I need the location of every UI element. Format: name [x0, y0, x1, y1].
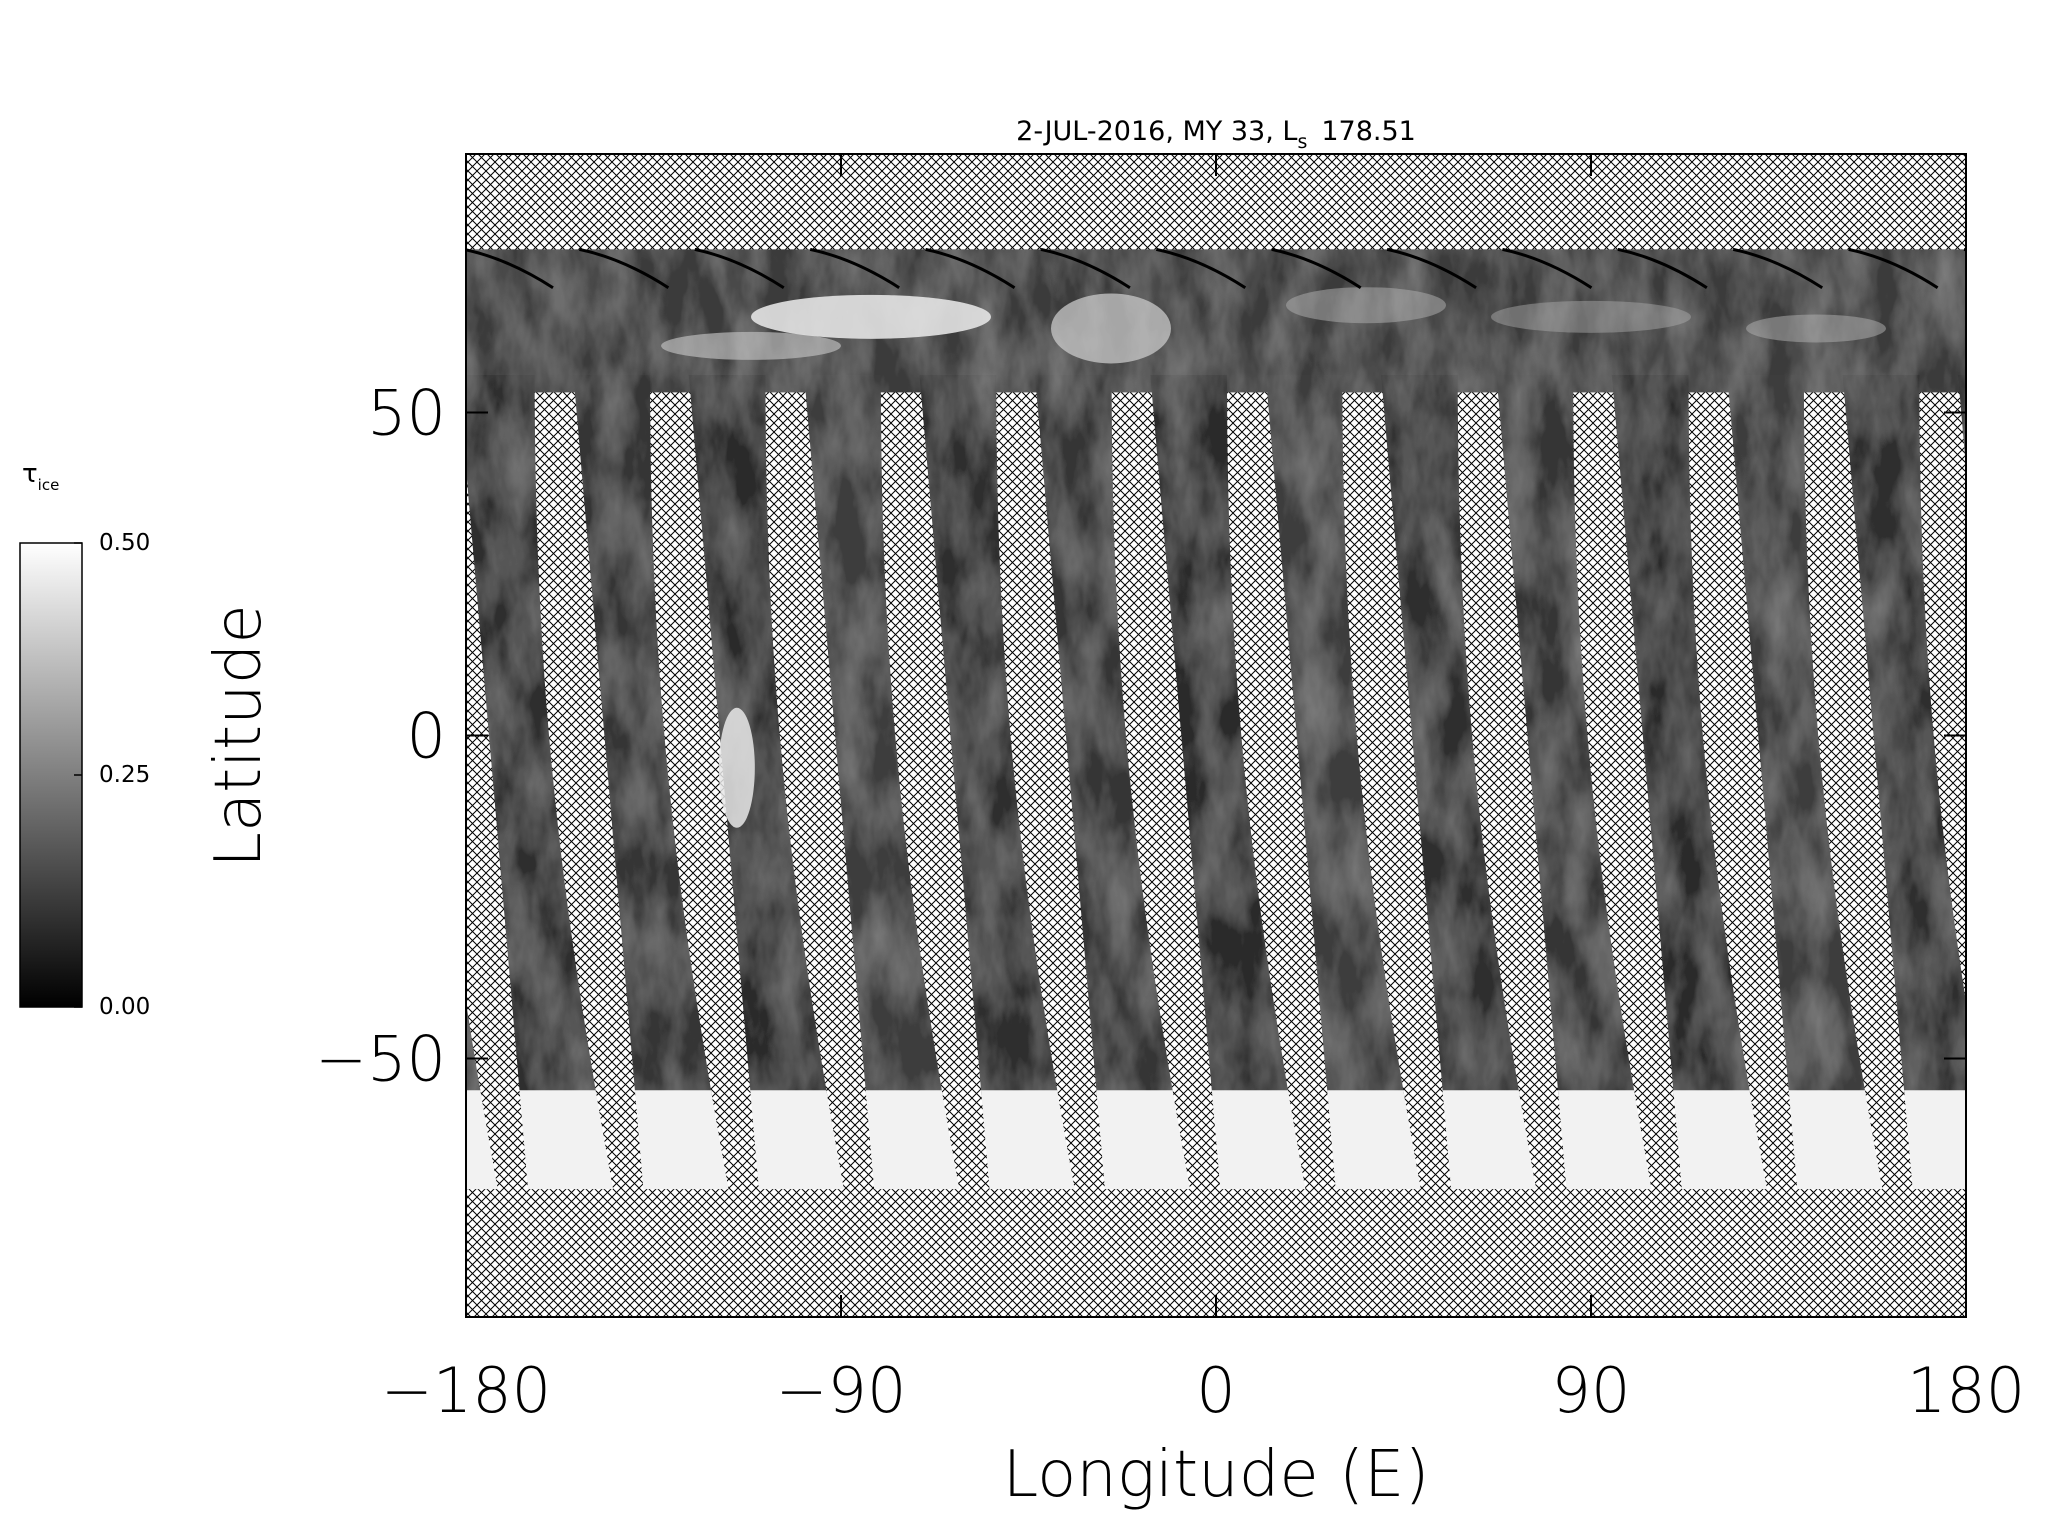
cloud [751, 294, 991, 339]
swath [804, 375, 943, 1096]
swath-edge [1155, 247, 1247, 290]
swath [466, 375, 597, 1096]
title-text: 2-JUL-2016, MY 33, L [1016, 116, 1297, 147]
swath [1381, 375, 1520, 1096]
north-band [466, 249, 1966, 393]
cloud [1491, 300, 1691, 333]
polar-cap [1442, 1090, 1537, 1190]
swath-edge [579, 247, 670, 290]
swath [919, 375, 1059, 1096]
y-tick-label: 0 [407, 700, 446, 773]
map-image [349, 154, 2048, 1317]
swath-edge [925, 247, 1016, 290]
cloud [718, 707, 755, 828]
polar-cap [865, 1090, 960, 1190]
colorbar-label: τice [22, 459, 59, 494]
polar-cap [1211, 1090, 1306, 1190]
swath-texture [466, 249, 1966, 1096]
swath [1150, 375, 1289, 1096]
swath-edge [349, 249, 438, 287]
polar-cap [1788, 1090, 1883, 1190]
colorbar-symbol: τ [22, 459, 38, 489]
swath [1496, 375, 1636, 1096]
swath-edge [1271, 247, 1362, 290]
polar-cap [1327, 1090, 1421, 1190]
swath [1611, 375, 1751, 1096]
colorbar-subscript: ice [38, 476, 60, 494]
swath-edge [466, 248, 554, 290]
polar-cap [750, 1090, 844, 1190]
x-tick-label: −90 [776, 1354, 907, 1427]
x-tick-label: 0 [1196, 1354, 1235, 1427]
swath-edge [1040, 247, 1131, 290]
polar-cap [1673, 1090, 1767, 1190]
polar-cap [634, 1090, 729, 1190]
swath [573, 375, 712, 1096]
x-tick-label: −180 [381, 1354, 551, 1427]
y-axis-label: Latitude [202, 604, 276, 867]
swath [466, 1001, 482, 1096]
swath [1958, 375, 1966, 468]
y-tick-label: −50 [315, 1023, 446, 1096]
polar-cap [1558, 1090, 1652, 1190]
y-tick-label: 50 [367, 376, 446, 449]
polar-cap [981, 1090, 1075, 1190]
swath-edge [1732, 247, 1824, 290]
cloud [1051, 293, 1171, 364]
cloud [1746, 314, 1886, 343]
swath-edge [1617, 247, 1708, 290]
polar-cap [1096, 1090, 1191, 1190]
cloud [661, 331, 841, 360]
colorbar [19, 542, 83, 1008]
swath-edge [1502, 247, 1593, 290]
colorbar-tick-label: 0.00 [99, 994, 150, 1020]
polar-cap [1904, 1090, 1966, 1190]
title-subscript: s [1297, 131, 1307, 153]
swath [688, 375, 828, 1096]
polar-cap [2020, 1090, 2048, 1189]
cloud [1286, 287, 1446, 324]
x-axis-label: Longitude (E) [1003, 1438, 1430, 1512]
title-suffix: 178.51 [1321, 116, 1415, 147]
x-tick-label: 180 [1907, 1354, 2025, 1427]
swath [1727, 375, 1866, 1096]
swath [1034, 375, 1174, 1096]
swath [1842, 375, 1966, 1096]
colorbar-tick-label: 0.50 [99, 530, 150, 556]
chart-title: 2-JUL-2016, MY 33, Ls 178.51 [1016, 116, 1416, 153]
swath [1265, 375, 1405, 1096]
swath-edge [1848, 247, 1939, 290]
polar-cap [466, 1090, 498, 1190]
swath-edge [809, 247, 900, 290]
polar-cap [519, 1090, 614, 1190]
swath-edge [1386, 247, 1477, 290]
swath-edge [694, 247, 785, 290]
colorbar-tick-label: 0.25 [99, 762, 150, 788]
swath-edge [1963, 247, 1966, 252]
x-tick-label: 90 [1552, 1354, 1631, 1427]
